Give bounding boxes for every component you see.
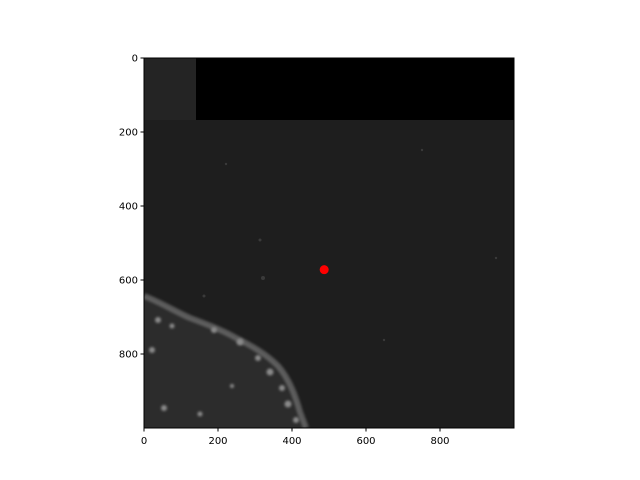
image-top-left-tile bbox=[144, 58, 196, 120]
y-tick-label: 200 bbox=[119, 128, 138, 139]
tissue-region bbox=[144, 296, 306, 428]
y-tick-label: 800 bbox=[119, 350, 138, 361]
image-speckles bbox=[202, 148, 498, 342]
x-tick-label: 400 bbox=[282, 436, 301, 447]
scatter-points bbox=[319, 265, 329, 275]
scatter-point bbox=[319, 265, 329, 275]
x-tick-label: 200 bbox=[208, 436, 227, 447]
image-masked-region bbox=[196, 58, 514, 120]
x-tick-label: 0 bbox=[141, 436, 147, 447]
x-tick-label: 600 bbox=[356, 436, 375, 447]
y-axis: 0 200 400 600 800 bbox=[119, 54, 144, 361]
axes-spines bbox=[143, 57, 515, 429]
tissue-bright-spots bbox=[149, 317, 299, 423]
y-tick-label: 400 bbox=[119, 202, 138, 213]
y-tick-label: 600 bbox=[119, 276, 138, 287]
microscopy-image bbox=[144, 58, 514, 428]
x-axis: 0 200 400 600 800 bbox=[141, 428, 450, 447]
axes-frame bbox=[143, 57, 515, 429]
y-tick-label: 0 bbox=[132, 54, 138, 65]
x-tick-label: 800 bbox=[430, 436, 449, 447]
tissue-bright-edge bbox=[144, 293, 309, 428]
